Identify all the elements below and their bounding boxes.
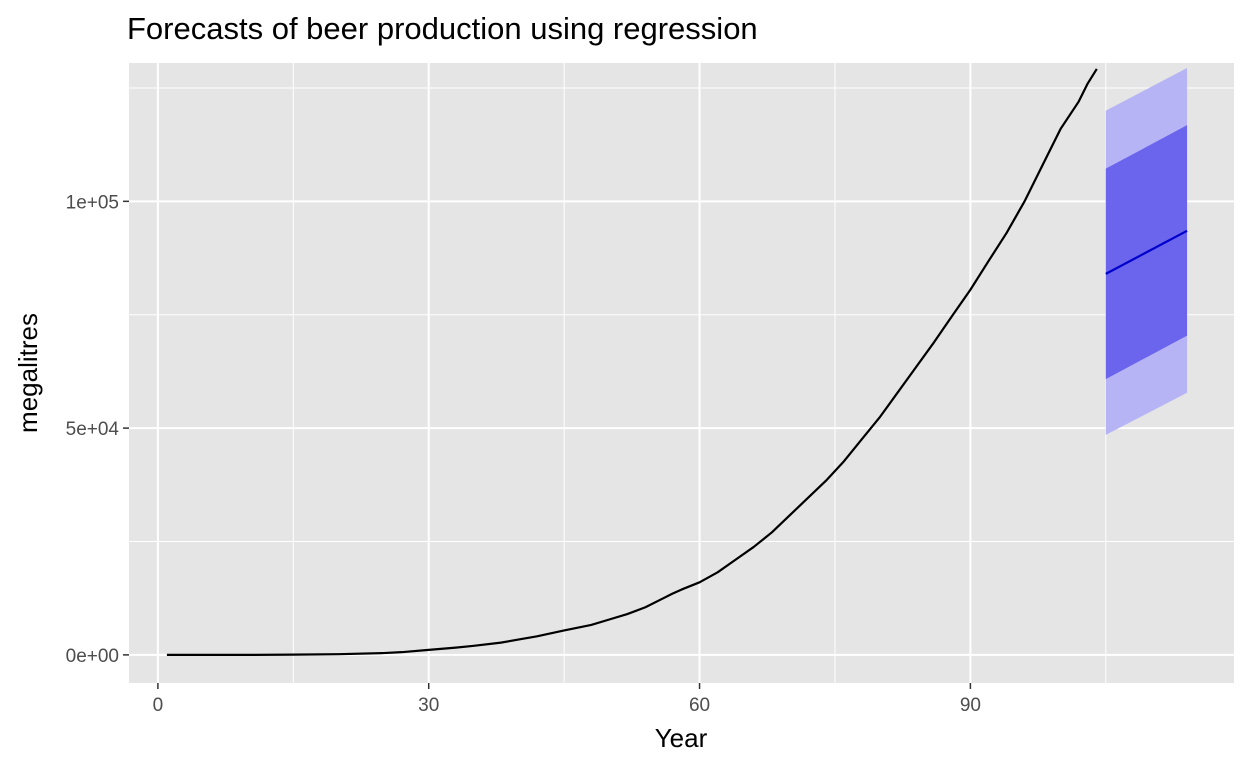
y-tick-label: 5e+04 xyxy=(66,419,120,440)
observed-line xyxy=(166,68,1098,656)
chart-title: Forecasts of beer production using regre… xyxy=(127,11,758,46)
x-tick-label: 0 xyxy=(153,695,164,716)
x-axis-title: Year xyxy=(655,723,708,753)
y-tick-label: 1e+05 xyxy=(66,192,119,213)
y-axis-title: megalitres xyxy=(13,313,43,433)
x-tick-label: 30 xyxy=(418,695,439,716)
x-tick-label: 60 xyxy=(689,695,710,716)
major-grid xyxy=(129,63,1234,683)
y-tick-label: 0e+00 xyxy=(66,646,119,667)
y-axis: 0e+00 5e+04 1e+05 xyxy=(66,192,129,667)
forecast-line xyxy=(1105,229,1188,275)
x-axis: 0 30 60 90 xyxy=(153,683,981,716)
plot-panel xyxy=(129,63,1234,683)
x-tick-label: 90 xyxy=(960,695,981,716)
series-lines xyxy=(166,68,1188,656)
